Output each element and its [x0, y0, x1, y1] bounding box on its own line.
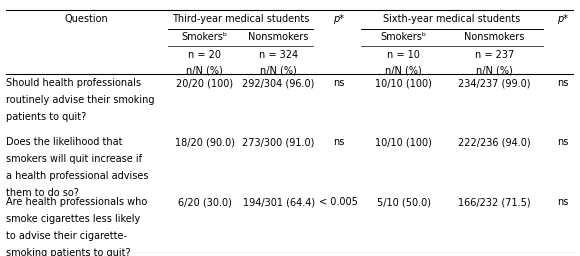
- Text: Nonsmokers: Nonsmokers: [248, 33, 309, 42]
- Text: Question: Question: [65, 14, 108, 24]
- Text: ns: ns: [557, 78, 568, 88]
- Text: n/N (%): n/N (%): [260, 66, 297, 76]
- Text: ns: ns: [557, 197, 568, 207]
- Text: 10/10 (100): 10/10 (100): [375, 137, 432, 147]
- Text: 10/10 (100): 10/10 (100): [375, 78, 432, 88]
- Text: Does the likelihood that: Does the likelihood that: [6, 137, 122, 147]
- Text: Smokersᵇ: Smokersᵇ: [380, 33, 427, 42]
- Text: n = 20: n = 20: [188, 50, 221, 60]
- Text: 292/304 (96.0): 292/304 (96.0): [242, 78, 315, 88]
- Text: smoking patients to quit?: smoking patients to quit?: [6, 248, 130, 256]
- Text: p*: p*: [333, 14, 344, 24]
- Text: 20/20 (100): 20/20 (100): [176, 78, 233, 88]
- Text: a health professional advises: a health professional advises: [6, 171, 148, 181]
- Text: < 0.005: < 0.005: [319, 197, 358, 207]
- Text: 234/237 (99.0): 234/237 (99.0): [458, 78, 531, 88]
- Text: n/N (%): n/N (%): [385, 66, 422, 76]
- Text: to advise their cigarette-: to advise their cigarette-: [6, 231, 127, 241]
- Text: n = 237: n = 237: [475, 50, 514, 60]
- Text: patients to quit?: patients to quit?: [6, 112, 86, 122]
- Text: 273/300 (91.0): 273/300 (91.0): [242, 137, 315, 147]
- Text: Should health professionals: Should health professionals: [6, 78, 141, 88]
- Text: them to do so?: them to do so?: [6, 188, 79, 198]
- Text: ns: ns: [332, 137, 344, 147]
- Text: smokers will quit increase if: smokers will quit increase if: [6, 154, 142, 164]
- Text: Smokersᵇ: Smokersᵇ: [182, 33, 228, 42]
- Text: Are health professionals who: Are health professionals who: [6, 197, 147, 207]
- Text: 222/236 (94.0): 222/236 (94.0): [458, 137, 531, 147]
- Text: Sixth-year medical students: Sixth-year medical students: [383, 14, 521, 24]
- Text: n/N (%): n/N (%): [476, 66, 513, 76]
- Text: 6/20 (30.0): 6/20 (30.0): [178, 197, 231, 207]
- Text: n = 10: n = 10: [387, 50, 420, 60]
- Text: n = 324: n = 324: [259, 50, 298, 60]
- Text: Third-year medical students: Third-year medical students: [172, 14, 309, 24]
- Text: 5/10 (50.0): 5/10 (50.0): [376, 197, 431, 207]
- Text: 166/232 (71.5): 166/232 (71.5): [458, 197, 531, 207]
- Text: ns: ns: [557, 137, 568, 147]
- Text: p*: p*: [557, 14, 568, 24]
- Text: routinely advise their smoking: routinely advise their smoking: [6, 95, 154, 105]
- Text: 194/301 (64.4): 194/301 (64.4): [242, 197, 315, 207]
- Text: smoke cigarettes less likely: smoke cigarettes less likely: [6, 214, 140, 224]
- Text: 18/20 (90.0): 18/20 (90.0): [175, 137, 235, 147]
- Text: n/N (%): n/N (%): [186, 66, 223, 76]
- Text: Nonsmokers: Nonsmokers: [465, 33, 525, 42]
- Text: ns: ns: [332, 78, 344, 88]
